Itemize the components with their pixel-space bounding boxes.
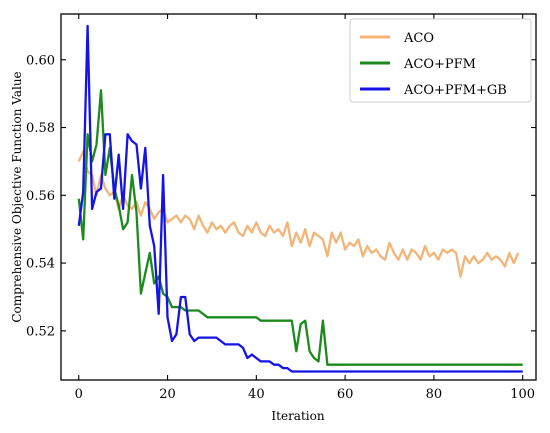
legend-label: ACO+PFM+GB: [403, 83, 507, 98]
x-axis-title: Iteration: [271, 409, 324, 423]
x-tick-label: 80: [426, 387, 443, 402]
y-axis-ticks: 0.52 0.54 0.56 0.58 0.60: [26, 53, 536, 339]
y-tick-label: 0.52: [26, 324, 55, 339]
series-line-aco: [77, 150, 520, 278]
x-tick-label: 20: [159, 387, 176, 402]
legend-label: ACO+PFM: [403, 57, 476, 72]
series-lines: [77, 24, 523, 373]
legend-label: ACO: [403, 31, 434, 46]
y-tick-label: 0.60: [26, 53, 55, 68]
series-line-aco-pfm-gb: [77, 24, 523, 373]
x-tick-label: 100: [510, 387, 535, 402]
y-tick-label: 0.58: [26, 121, 55, 136]
y-tick-label: 0.56: [26, 189, 55, 204]
x-axis-ticks: 0 20 40 60 80 100: [75, 14, 535, 402]
x-tick-label: 60: [337, 387, 354, 402]
x-tick-label: 40: [248, 387, 265, 402]
y-axis-title: Comprehensive Objective Function Value: [10, 71, 24, 322]
legend: ACO ACO+PFM ACO+PFM+GB: [349, 18, 532, 103]
x-tick-label: 0: [75, 387, 83, 402]
y-tick-label: 0.54: [26, 257, 55, 272]
legend-box: [349, 18, 532, 103]
